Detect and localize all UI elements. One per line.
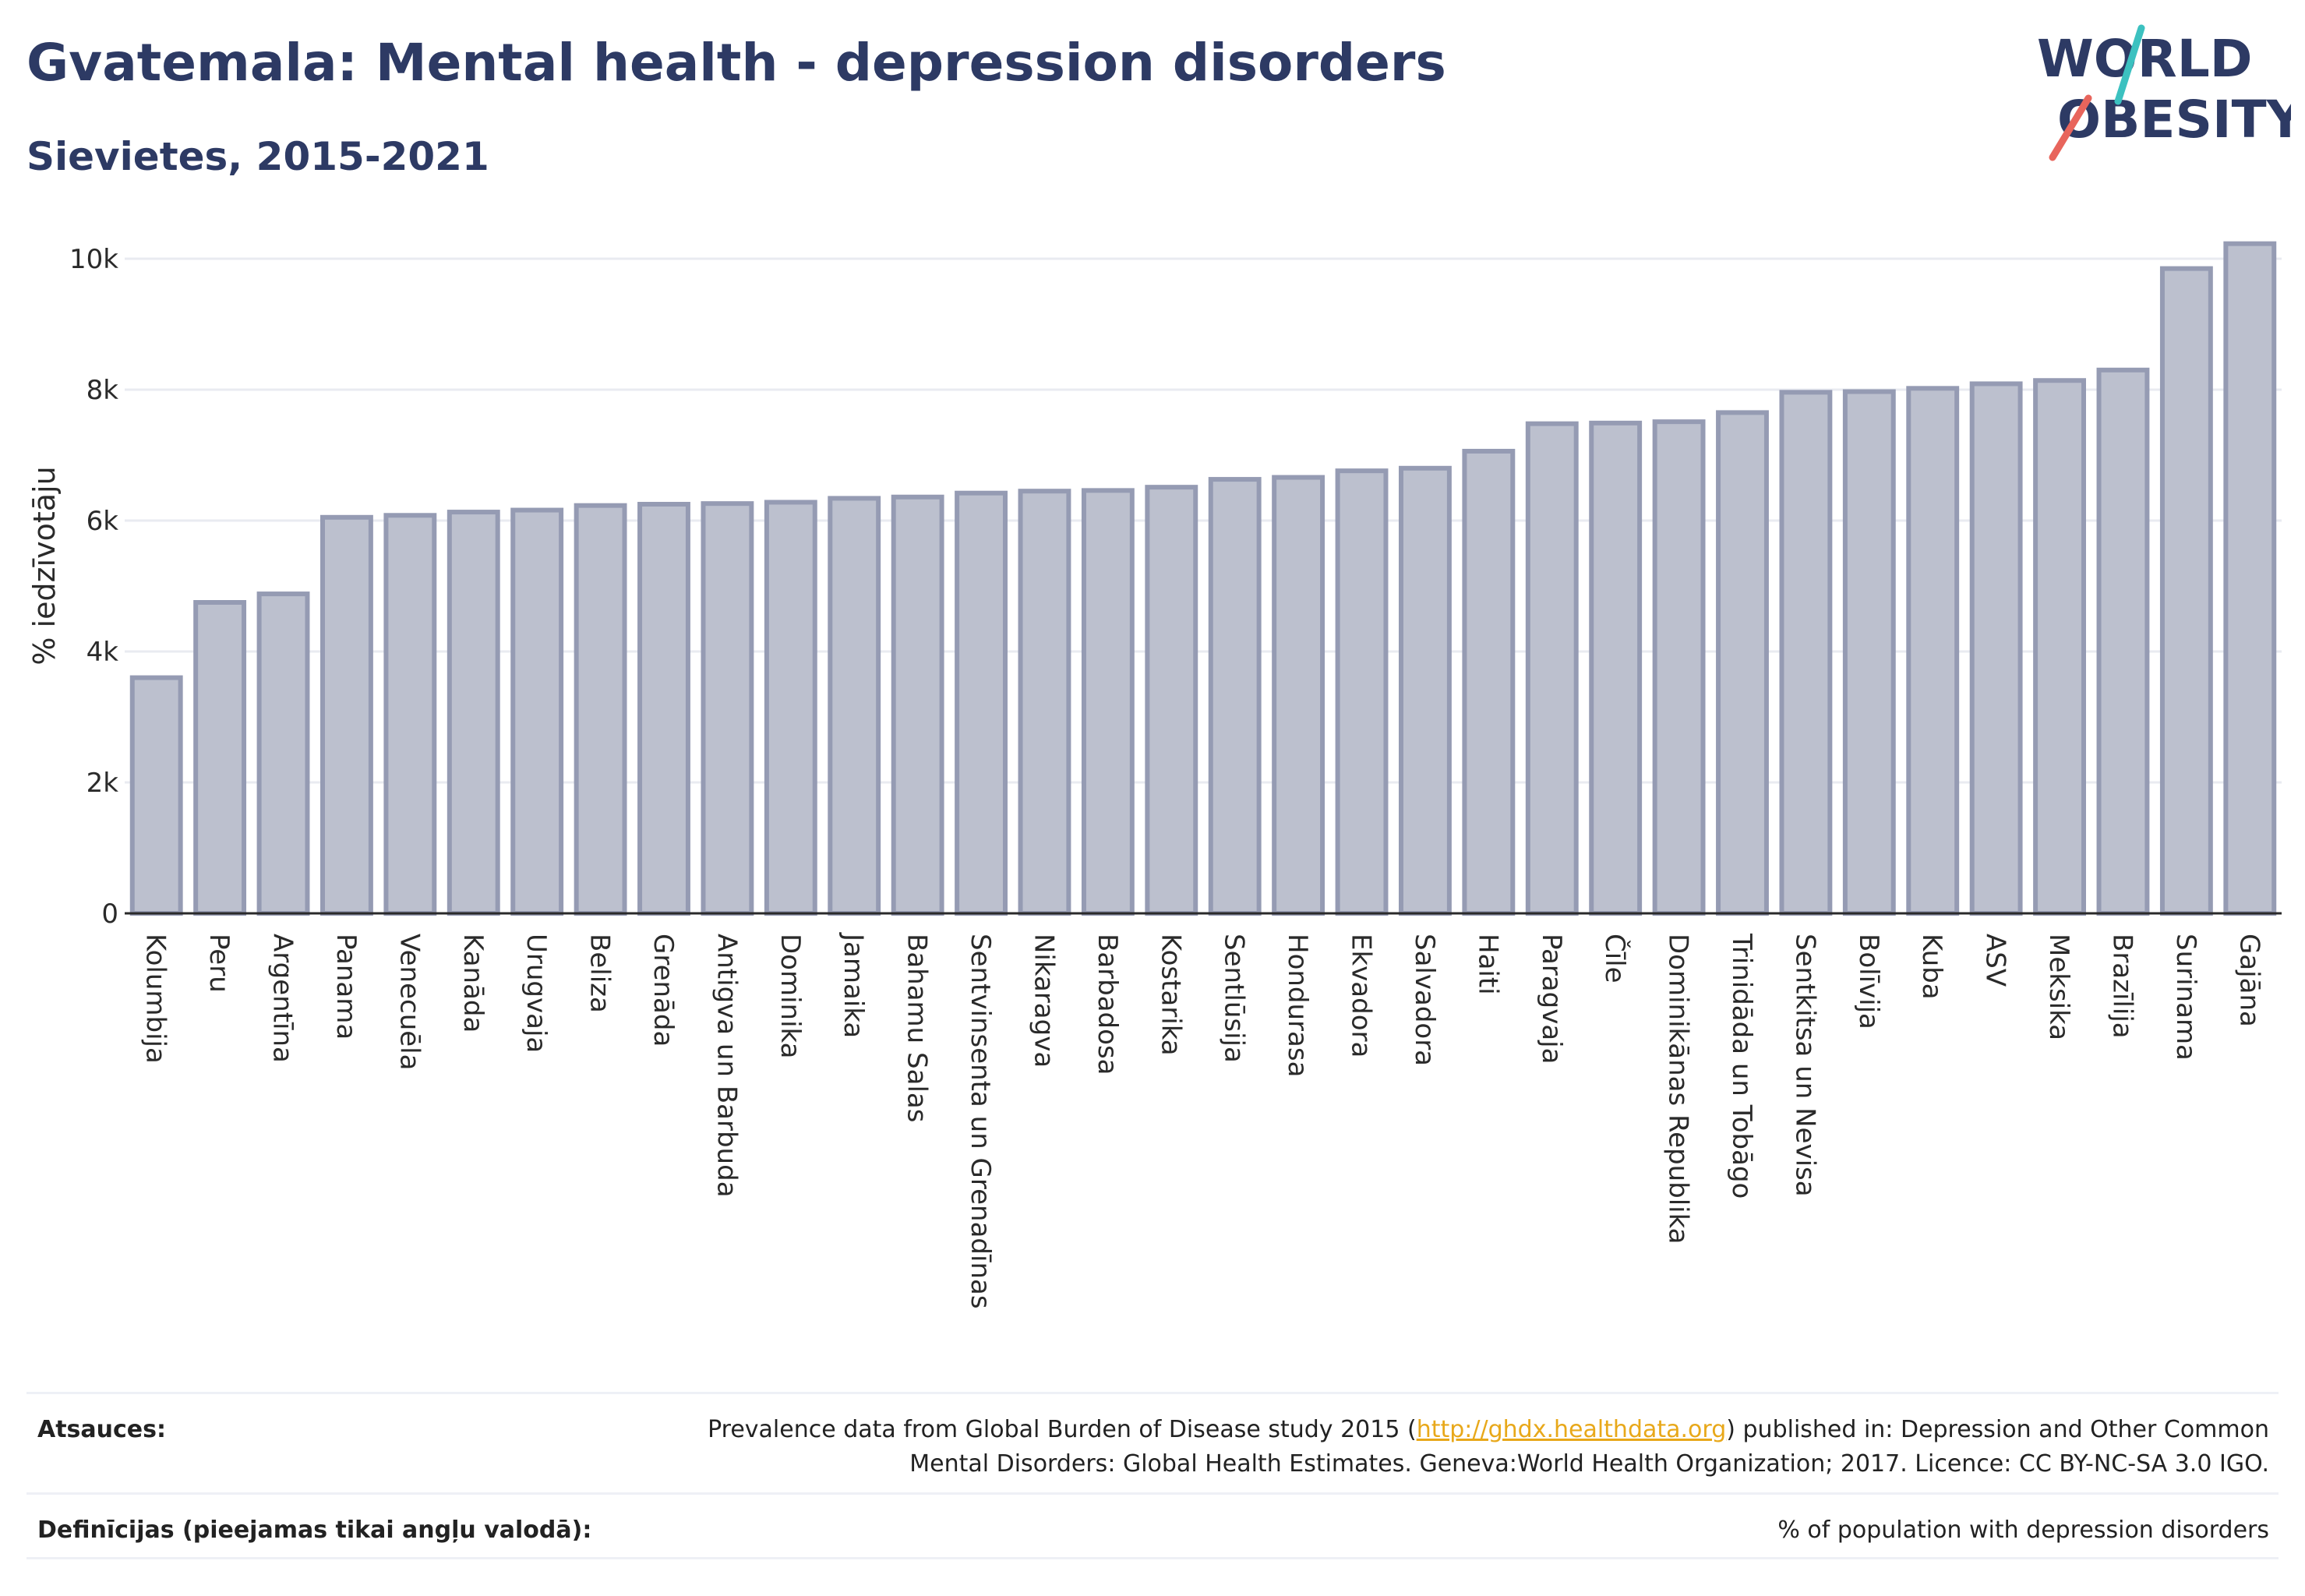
bar[interactable] [447,510,500,916]
bar[interactable] [1145,485,1198,916]
y-tick-label: 10k [69,244,118,275]
chart-title: Gvatemala: Mental health - depression di… [26,33,1446,93]
bar[interactable] [1081,488,1135,916]
x-tick-label: Dominikānas Republika [1663,934,1694,1245]
bar[interactable] [1272,475,1325,916]
bar[interactable] [1399,465,1452,916]
bar[interactable] [1335,468,1389,916]
x-tick-label: Sentkitsa un Nevisa [1789,934,1820,1197]
logo-text-world: WORLD [2037,29,2253,89]
bar[interactable] [1589,420,1643,916]
sources-text-1: Prevalence data from Global Burden of Di… [708,1416,1417,1443]
x-tick-label: Nikaragva [1028,934,1059,1068]
x-tick-label: Gajāna [2233,934,2264,1027]
x-tick-label: Grenāda [648,934,679,1047]
bar[interactable] [1018,489,1071,916]
x-tick-label: Bolīvija [1853,934,1884,1029]
x-tick-label: Paragvaja [1536,934,1567,1064]
x-tick-label: Peru [203,934,235,993]
x-tick-label: Bahamu Salas [902,934,933,1122]
bar[interactable] [891,494,944,916]
bar[interactable] [828,496,881,916]
y-tick-label: 8k [86,375,119,406]
bar[interactable] [637,502,690,916]
bar[interactable] [1525,421,1579,916]
bar[interactable] [2033,378,2086,916]
footer-sources-row: Atsauces: Prevalence data from Global Bu… [26,1392,2279,1492]
definitions-label: Definīcijas (pieejamas tikai angļu valod… [37,1517,592,1544]
x-tick-label: Barbadosa [1092,934,1123,1075]
x-tick-label: Kuba [1916,934,1947,1000]
x-tick-label: Jamaika [838,932,869,1038]
x-tick-label: Panama [330,934,362,1040]
bar[interactable] [955,490,1008,916]
x-tick-label: Hondurasa [1282,934,1313,1077]
sources-text-2: ) published in: Depression and Other Com… [909,1416,2269,1478]
x-axis-labels: Kolumbija Peru Argentīna Panama Venecuēla Kan… [140,932,2265,1309]
definitions-text: % of population with depression disorder… [1777,1517,2269,1544]
x-tick-label: Antigva un Barbuda [711,934,742,1198]
sources-label: Atsauces: [37,1416,166,1443]
x-tick-label: Kolumbija [140,934,171,1064]
x-tick-label: Surinama [2170,934,2201,1061]
x-tick-label: Venecuēla [394,934,425,1070]
x-tick-label: Ekvadora [1346,934,1377,1058]
bar[interactable] [1716,410,1769,916]
bar[interactable] [1842,389,1896,916]
bar[interactable] [1462,448,1516,916]
footer: Atsauces: Prevalence data from Global Bu… [26,1392,2279,1559]
x-tick-label: Salvadora [1409,934,1440,1066]
bar[interactable] [510,507,564,916]
sources-text: Prevalence data from Global Burden of Di… [672,1394,2279,1486]
bar[interactable] [701,501,754,916]
x-tick-label: Argentīna [267,934,298,1063]
bar[interactable] [1208,477,1262,916]
y-tick-label: 6k [86,506,119,537]
bar[interactable] [383,513,437,916]
x-tick-label: Kanāda [457,934,489,1033]
bar[interactable] [1779,390,1833,916]
chart-subtitle: Sievietes, 2015-2021 [26,134,489,179]
x-tick-label: Dominika [775,934,806,1058]
x-tick-label: Kostarika [1155,934,1186,1056]
x-tick-label: Haiti [1472,934,1503,995]
y-axis-title: % iedzīvotāju [27,466,62,665]
bar[interactable] [2096,367,2150,916]
logo-text-obesity: OBESITY [2057,90,2291,150]
bar[interactable] [2223,241,2277,916]
bar[interactable] [129,675,183,916]
x-tick-label: ASV [1980,934,2011,987]
bar[interactable] [193,600,247,916]
bar[interactable] [1906,386,1960,916]
x-tick-label: Sentlūsija [1219,934,1250,1063]
x-tick-label: Meksika [2043,934,2074,1040]
x-tick-label: Čīle [1599,934,1631,983]
logo-slash-teal [2114,24,2145,105]
bar[interactable] [256,591,310,916]
bar[interactable] [2159,266,2213,916]
bar[interactable] [320,514,373,916]
bar[interactable] [764,500,817,916]
sources-link[interactable]: http://ghdx.healthdata.org [1416,1416,1727,1443]
world-obesity-logo[interactable]: WORLD OBESITY [2034,23,2291,164]
x-tick-label: Trinidāda un Tobāgo [1726,933,1757,1199]
x-tick-label: Brazīlija [2106,934,2137,1039]
bar-chart: 0 2k 4k 6k 8k 10k Kolumbija Peru Argentīna Panam… [27,241,2282,1309]
y-axis-ticks: 0 2k 4k 6k 8k 10k [69,244,118,930]
y-tick-label: 2k [86,768,119,799]
bar[interactable] [1969,381,2023,916]
bar-series [129,241,2277,916]
footer-definitions-row: Definīcijas (pieejamas tikai angļu valod… [26,1492,2279,1559]
x-tick-label: Urugvaja [521,934,552,1053]
bar[interactable] [1652,419,1706,916]
y-tick-label: 4k [86,637,119,668]
y-tick-label: 0 [101,899,118,930]
x-tick-label: Beliza [584,934,616,1013]
bar[interactable] [574,503,627,916]
logo-slash-coral [2049,94,2092,161]
x-tick-label: Sentvinsenta un Grenadīnas [965,934,996,1309]
